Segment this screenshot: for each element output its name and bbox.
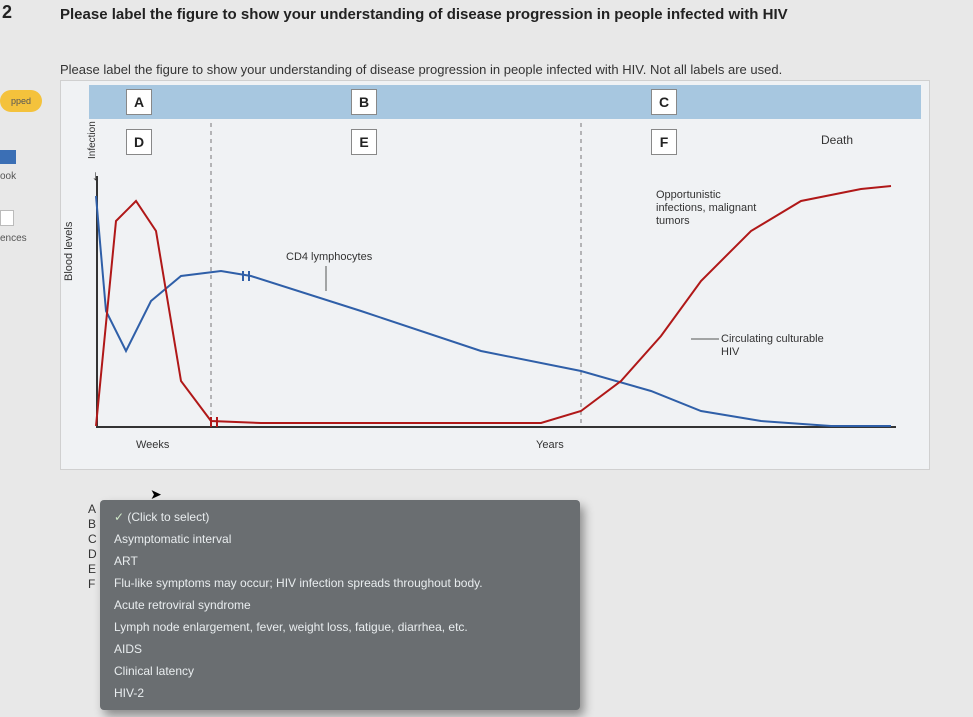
x-axis-weeks: Weeks [136, 439, 169, 451]
page-icon [0, 210, 14, 226]
letter: E [88, 562, 97, 577]
answer-letter-column: A B C D E F [88, 502, 97, 592]
dropdown-option[interactable]: HIV-2 [100, 682, 580, 704]
letter: D [88, 547, 97, 562]
book-icon [0, 150, 16, 164]
page-title: Please label the figure to show your und… [60, 6, 963, 23]
x-axis-years: Years [536, 439, 564, 451]
nav-label: ook [0, 171, 16, 182]
letter: B [88, 517, 97, 532]
letter: A [88, 502, 97, 517]
dropdown-option[interactable]: Clinical latency [100, 660, 580, 682]
circulating-leader-line [61, 81, 931, 471]
dropdown-option[interactable]: ART [100, 550, 580, 572]
dropdown-option[interactable]: Asymptomatic interval [100, 528, 580, 550]
dropdown-option[interactable]: Lymph node enlargement, fever, weight lo… [100, 616, 580, 638]
label-select-dropdown[interactable]: (Click to select) Asymptomatic interval … [100, 500, 580, 710]
letter: C [88, 532, 97, 547]
page-subheading: Please label the figure to show your und… [60, 62, 963, 77]
nav-label: ences [0, 233, 27, 244]
dropdown-placeholder[interactable]: (Click to select) [100, 506, 580, 528]
dropdown-option[interactable]: Flu-like symptoms may occur; HIV infecti… [100, 572, 580, 594]
dropdown-option[interactable]: Acute retroviral syndrome [100, 594, 580, 616]
page-corner-number: 2 [2, 2, 12, 23]
hiv-progression-figure: A B C D E F Death Blood levels Infection… [60, 80, 930, 470]
dropdown-option[interactable]: AIDS [100, 638, 580, 660]
letter: F [88, 577, 97, 592]
nav-pill[interactable]: pped [0, 90, 42, 112]
nav-item-book[interactable]: ook [0, 150, 16, 182]
nav-item-references[interactable]: ences [0, 210, 27, 244]
